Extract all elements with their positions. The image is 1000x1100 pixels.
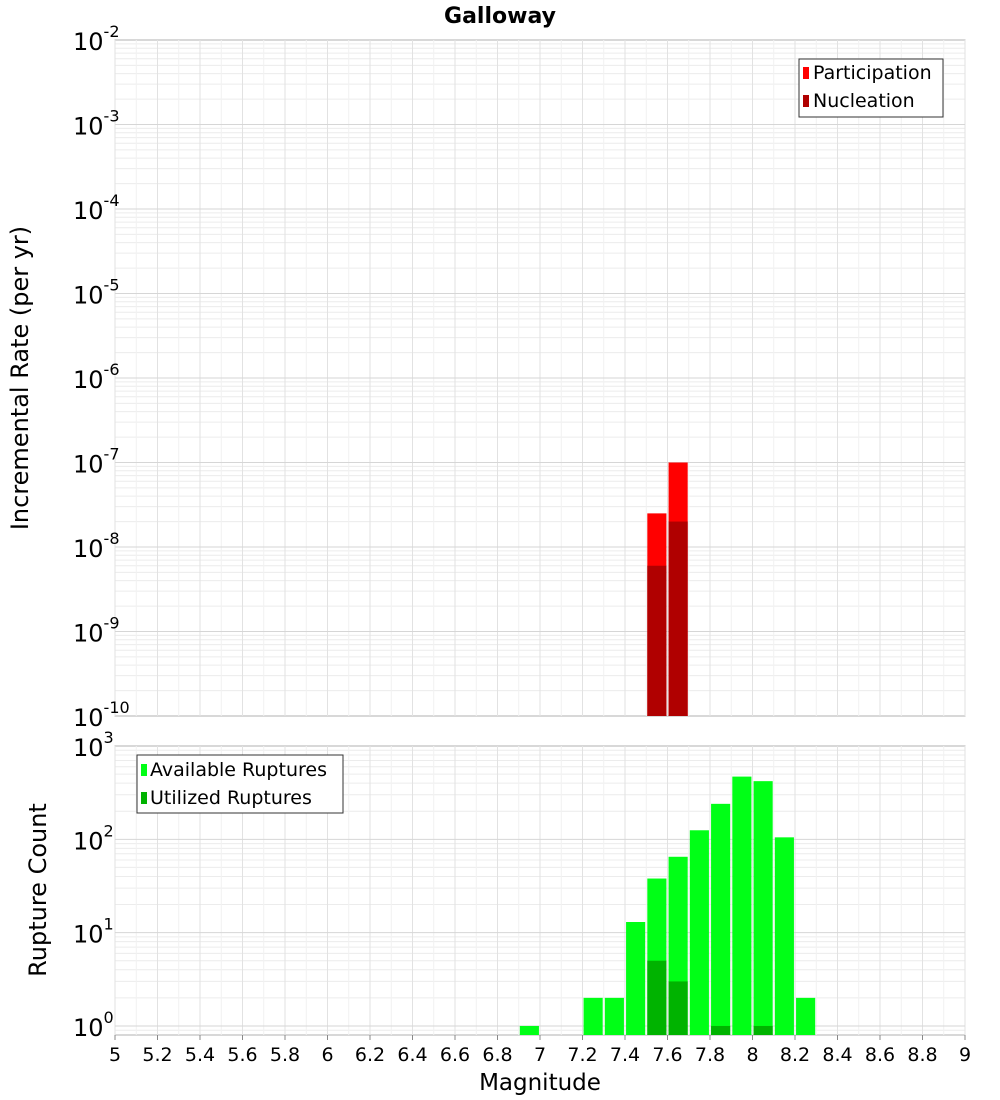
- bottom-y-tick-label: 103: [73, 728, 114, 762]
- x-tick-label: 6.6: [440, 1044, 470, 1066]
- nucleation-legend-label: Nucleation: [813, 90, 915, 112]
- bottom-bar-available-ruptures: [711, 803, 731, 1035]
- bottom-bar-available-ruptures: [519, 1025, 539, 1035]
- top-y-tick-label: 10-9: [73, 614, 120, 648]
- nucleation-legend-swatch: [803, 95, 809, 107]
- x-tick-label: 7.4: [610, 1044, 640, 1066]
- chart-title: Galloway: [444, 4, 556, 29]
- participation-legend-swatch: [803, 67, 809, 79]
- x-tick-label: 6.8: [482, 1044, 512, 1066]
- x-tick-label: 5.6: [227, 1044, 257, 1066]
- bottom-bar-available-ruptures: [583, 997, 603, 1035]
- bottom-bar-utilized-ruptures: [647, 960, 667, 1035]
- bottom-y-tick-label: 100: [73, 1008, 114, 1042]
- top-y-tick-label: 10-5: [73, 276, 120, 310]
- top-y-tick-label: 10-10: [73, 698, 130, 732]
- x-axis-label: Magnitude: [479, 1070, 601, 1096]
- x-tick-label: 5: [109, 1044, 121, 1066]
- bottom-y-ticks: 103 102 101 100: [73, 728, 114, 1042]
- bottom-y-tick-label: 102: [73, 821, 114, 855]
- participation-legend-label: Participation: [813, 62, 932, 84]
- bottom-bar-available-ruptures: [774, 837, 794, 1035]
- bottom-bar-available-ruptures: [796, 997, 816, 1035]
- bottom-bar-utilized-ruptures: [668, 981, 688, 1035]
- top-y-tick-label: 10-6: [73, 360, 120, 394]
- x-tick-label: 6.4: [397, 1044, 427, 1066]
- x-tick-label: 6: [321, 1044, 333, 1066]
- x-tick-label: 5.8: [270, 1044, 300, 1066]
- bottom-bar-available-ruptures: [626, 922, 646, 1035]
- top-y-tick-label: 10-8: [73, 529, 120, 563]
- bottom-grid: [114, 746, 966, 1035]
- top-bar-nucleation: [668, 521, 688, 716]
- bottom-y-tick-label: 101: [73, 915, 114, 949]
- top-y-ticks: 10-2 10-3 10-4 10-5 10-6 10-7 10-8 10-9 10-10: [73, 22, 130, 732]
- top-y-tick-label: 10-4: [73, 191, 120, 225]
- top-bars: [647, 462, 688, 716]
- x-tick-label: 5.4: [185, 1044, 215, 1066]
- x-tick-label: 5.2: [142, 1044, 172, 1066]
- top-grid: [114, 40, 966, 716]
- x-tick-label: 7: [534, 1044, 546, 1066]
- bottom-bar-available-ruptures: [732, 776, 752, 1035]
- bottom-bar-utilized-ruptures: [753, 1025, 773, 1035]
- top-bar-nucleation: [647, 565, 667, 716]
- bottom-legend-box: [136, 754, 344, 814]
- available-legend-label: Available Ruptures: [150, 759, 327, 781]
- bottom-bars: [519, 776, 816, 1035]
- bottom-bar-utilized-ruptures: [711, 1025, 731, 1035]
- bottom-panel: 103 102 101 100 5 5.2 5.4 5.6 5.8 6 6.2 6.4 6.6 6.8 7…: [24, 728, 971, 1096]
- available-legend-swatch: [141, 764, 147, 776]
- top-y-tick-label: 10-7: [73, 445, 120, 479]
- bottom-bar-available-ruptures: [604, 997, 624, 1035]
- x-tick-label: 7.2: [567, 1044, 597, 1066]
- bottom-bar-available-ruptures: [689, 830, 709, 1035]
- x-tick-label: 8.8: [907, 1044, 937, 1066]
- x-tick-label: 7.6: [652, 1044, 682, 1066]
- bottom-legend: Available Ruptures Utilized Ruptures: [136, 754, 344, 814]
- top-panel: 10-2 10-3 10-4 10-5 10-6 10-7 10-8 10-9 10-10 In…: [6, 22, 966, 732]
- x-tick-label: 8.4: [822, 1044, 852, 1066]
- x-ticks: 5 5.2 5.4 5.6 5.8 6 6.2 6.4 6.6 6.8 7 7.2 7.4 7.6 7.8 8…: [109, 1035, 971, 1066]
- top-y-tick-label: 10-3: [73, 107, 120, 141]
- x-tick-label: 7.8: [695, 1044, 725, 1066]
- x-tick-label: 8: [746, 1044, 758, 1066]
- top-y-tick-label: 10-2: [73, 22, 120, 56]
- top-legend-box: [798, 58, 944, 118]
- bottom-bar-available-ruptures: [753, 781, 773, 1035]
- top-y-axis-label: Incremental Rate (per yr): [6, 226, 34, 530]
- utilized-legend-label: Utilized Ruptures: [150, 787, 312, 809]
- top-legend: Participation Nucleation: [798, 58, 944, 118]
- x-tick-label: 8.6: [865, 1044, 895, 1066]
- utilized-legend-swatch: [141, 792, 147, 804]
- x-tick-label: 8.2: [780, 1044, 810, 1066]
- bottom-y-axis-label: Rupture Count: [24, 803, 52, 977]
- x-tick-label: 9: [959, 1044, 971, 1066]
- x-tick-label: 6.2: [355, 1044, 385, 1066]
